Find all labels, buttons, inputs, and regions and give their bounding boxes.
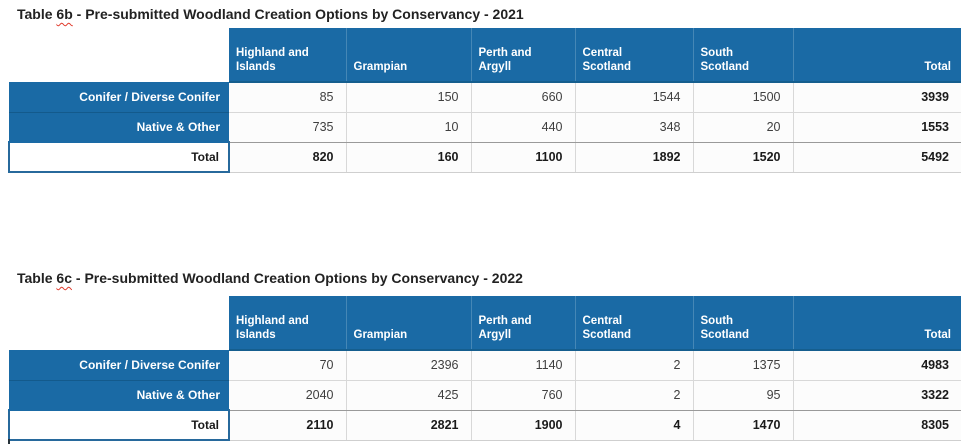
column-header-grampian: Grampian <box>345 28 471 83</box>
grand-total-cell: 5492 <box>792 142 961 173</box>
column-header-central-scotland: Central Scotland <box>574 28 693 83</box>
row-label-native: Native & Other <box>9 380 229 410</box>
row-total-cell: 4983 <box>792 350 961 381</box>
data-cell: 760 <box>470 380 575 411</box>
data-cell: 150 <box>345 82 471 113</box>
table-6c: Highland and Islands Grampian Perth and … <box>8 296 961 441</box>
table-6b: Highland and Islands Grampian Perth and … <box>8 28 961 173</box>
total-cell: 1892 <box>574 142 693 173</box>
table-row-conifer: Conifer / Diverse Conifer 85 150 660 154… <box>9 82 961 113</box>
data-cell: 440 <box>470 112 575 143</box>
data-cell: 70 <box>229 350 346 381</box>
total-cell: 1520 <box>692 142 793 173</box>
data-cell: 425 <box>345 380 471 411</box>
column-header-highland-and-islands: Highland and Islands <box>229 296 346 351</box>
data-cell: 85 <box>229 82 346 113</box>
table-6b-corner-cell <box>9 28 229 82</box>
row-label-total: Total <box>8 409 230 441</box>
table-6b-title-rest: - Pre-submitted Woodland Creation Option… <box>72 6 524 22</box>
column-header-highland-and-islands: Highland and Islands <box>229 28 346 83</box>
data-cell: 1140 <box>470 350 575 381</box>
row-label-native: Native & Other <box>9 112 229 142</box>
data-cell: 2 <box>574 380 693 411</box>
table-6b-title-prefix: Table <box>17 6 57 22</box>
data-cell: 660 <box>470 82 575 113</box>
row-total-cell: 3322 <box>792 380 961 411</box>
table-6c-title-prefix: Table <box>17 270 57 286</box>
cropped-next-row-border <box>8 439 10 444</box>
total-cell: 2110 <box>229 410 346 441</box>
data-cell: 95 <box>692 380 793 411</box>
total-cell: 2821 <box>345 410 471 441</box>
total-cell: 1470 <box>692 410 793 441</box>
data-cell: 1500 <box>692 82 793 113</box>
table-total-row: Total 820 160 1100 1892 1520 5492 <box>8 141 961 173</box>
table-6c-title-code-spellcheck: 6c <box>56 270 72 286</box>
row-label-conifer: Conifer / Diverse Conifer <box>9 82 229 113</box>
data-cell: 1544 <box>574 82 693 113</box>
table-row-conifer: Conifer / Diverse Conifer 70 2396 1140 2… <box>9 350 961 381</box>
total-cell: 820 <box>229 142 346 173</box>
column-header-perth-and-argyll: Perth and Argyll <box>470 296 575 351</box>
column-header-perth-and-argyll: Perth and Argyll <box>470 28 575 83</box>
total-cell: 1900 <box>470 410 575 441</box>
data-cell: 2040 <box>229 380 346 411</box>
table-total-row: Total 2110 2821 1900 4 1470 8305 <box>8 409 961 441</box>
table-row-native: Native & Other 735 10 440 348 20 1553 <box>9 112 961 143</box>
column-header-total: Total <box>792 28 961 83</box>
data-cell: 20 <box>692 112 793 143</box>
table-6c-title: Table 6c - Pre-submitted Woodland Creati… <box>17 269 523 287</box>
table-row-native: Native & Other 2040 425 760 2 95 3322 <box>9 380 961 411</box>
grand-total-cell: 8305 <box>792 410 961 441</box>
data-cell: 2396 <box>345 350 471 381</box>
table-6b-header-row: Highland and Islands Grampian Perth and … <box>9 28 961 83</box>
column-header-south-scotland: South Scotland <box>692 28 793 83</box>
table-6b-title-code-spellcheck: 6b <box>56 6 73 22</box>
row-label-conifer: Conifer / Diverse Conifer <box>9 350 229 381</box>
data-cell: 1375 <box>692 350 793 381</box>
row-label-total: Total <box>8 141 230 173</box>
row-total-cell: 1553 <box>792 112 961 143</box>
table-6b-title: Table 6b - Pre-submitted Woodland Creati… <box>17 5 524 23</box>
data-cell: 348 <box>574 112 693 143</box>
table-6c-title-rest: - Pre-submitted Woodland Creation Option… <box>72 270 523 286</box>
table-6c-corner-cell <box>9 296 229 350</box>
column-header-central-scotland: Central Scotland <box>574 296 693 351</box>
column-header-total: Total <box>792 296 961 351</box>
row-total-cell: 3939 <box>792 82 961 113</box>
total-cell: 4 <box>574 410 693 441</box>
table-6c-header-row: Highland and Islands Grampian Perth and … <box>9 296 961 351</box>
column-header-grampian: Grampian <box>345 296 471 351</box>
data-cell: 2 <box>574 350 693 381</box>
column-header-south-scotland: South Scotland <box>692 296 793 351</box>
total-cell: 1100 <box>470 142 575 173</box>
data-cell: 10 <box>345 112 471 143</box>
total-cell: 160 <box>345 142 471 173</box>
data-cell: 735 <box>229 112 346 143</box>
